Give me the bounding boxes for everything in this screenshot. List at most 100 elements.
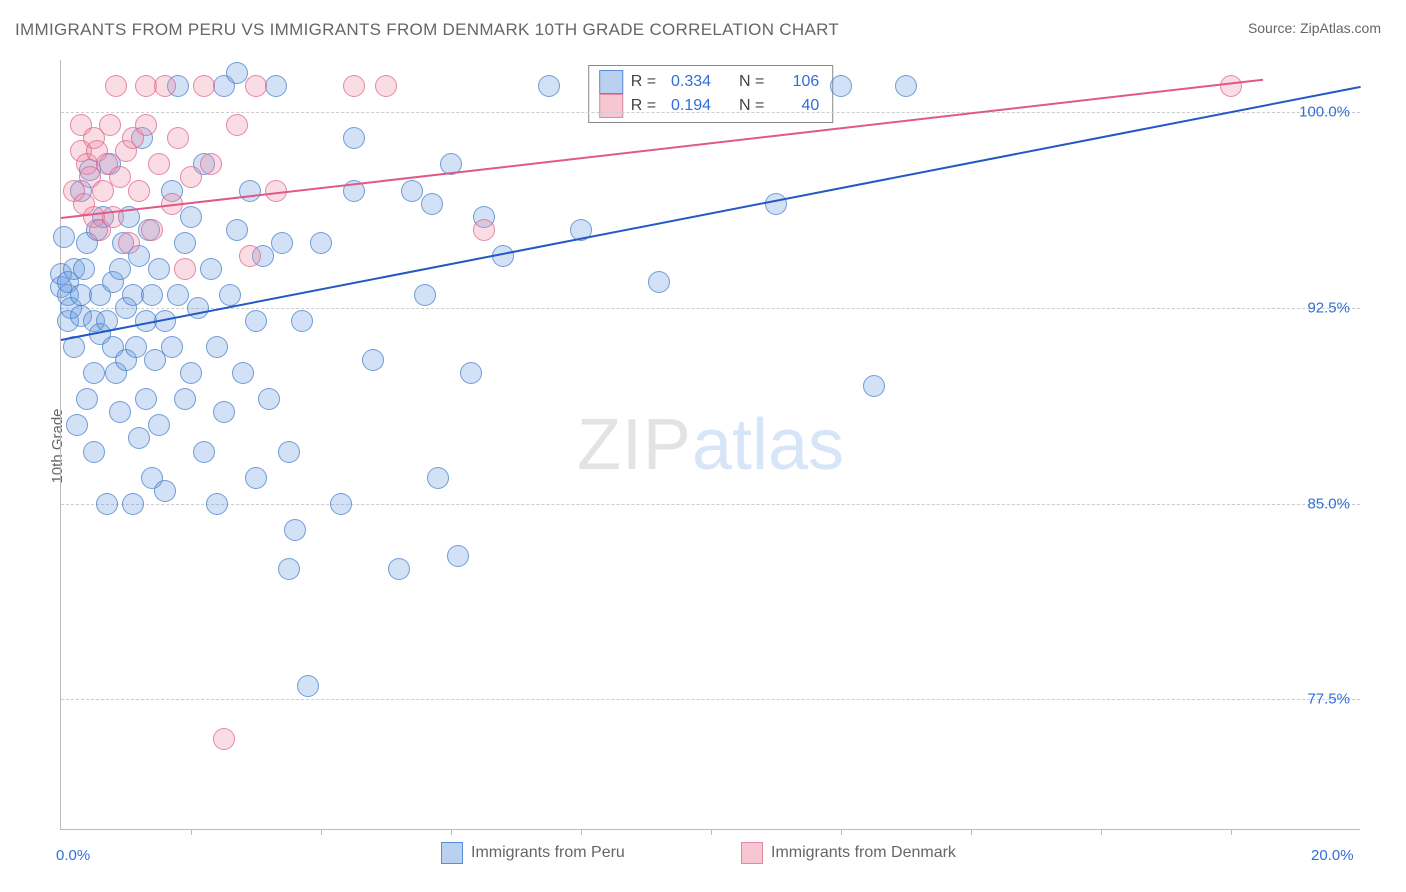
data-point-peru <box>421 193 443 215</box>
data-point-peru <box>271 232 293 254</box>
data-point-denmark <box>105 75 127 97</box>
data-point-peru <box>226 62 248 84</box>
trendline-peru <box>61 86 1361 341</box>
watermark: ZIPatlas <box>577 404 844 486</box>
x-tick-mark <box>711 829 712 835</box>
data-point-peru <box>278 558 300 580</box>
data-point-peru <box>73 258 95 280</box>
data-point-peru <box>284 519 306 541</box>
swatch-peru <box>599 70 623 94</box>
legend-swatch-denmark <box>741 842 763 864</box>
data-point-denmark <box>245 75 267 97</box>
data-point-peru <box>232 362 254 384</box>
data-point-peru <box>128 427 150 449</box>
data-point-peru <box>427 467 449 489</box>
data-point-denmark <box>174 258 196 280</box>
x-tick-mark <box>451 829 452 835</box>
data-point-peru <box>401 180 423 202</box>
data-point-peru <box>291 310 313 332</box>
data-point-peru <box>830 75 852 97</box>
data-point-peru <box>310 232 332 254</box>
data-point-peru <box>148 258 170 280</box>
data-point-denmark <box>135 114 157 136</box>
data-point-peru <box>206 336 228 358</box>
source-label: Source: ZipAtlas.com <box>1248 20 1381 36</box>
denmark-n-value: 40 <box>775 95 819 117</box>
stats-row-peru: R =0.334 N =106 <box>599 70 823 94</box>
legend-denmark: Immigrants from Denmark <box>741 842 956 864</box>
data-point-denmark <box>213 728 235 750</box>
scatter-plot-area: ZIPatlas R =0.334 N =106 R =0.194 N =40 … <box>60 60 1360 830</box>
y-tick-label: 85.0% <box>1307 495 1350 512</box>
data-point-peru <box>206 493 228 515</box>
x-tick-mark <box>841 829 842 835</box>
data-point-peru <box>66 414 88 436</box>
data-point-peru <box>53 226 75 248</box>
data-point-peru <box>180 362 202 384</box>
x-range-label: 0.0% <box>56 847 90 864</box>
legend-swatch-peru <box>441 842 463 864</box>
denmark-r-value: 0.194 <box>667 95 711 117</box>
chart-title: IMMIGRANTS FROM PERU VS IMMIGRANTS FROM … <box>15 20 839 40</box>
data-point-peru <box>174 232 196 254</box>
x-tick-mark <box>191 829 192 835</box>
data-point-peru <box>362 349 384 371</box>
data-point-peru <box>343 127 365 149</box>
legend-peru: Immigrants from Peru <box>441 842 625 864</box>
data-point-peru <box>297 675 319 697</box>
data-point-peru <box>83 362 105 384</box>
data-point-peru <box>180 206 202 228</box>
data-point-peru <box>76 388 98 410</box>
watermark-zip: ZIP <box>577 405 692 485</box>
y-tick-label: 92.5% <box>1307 299 1350 316</box>
data-point-peru <box>414 284 436 306</box>
x-range-label: 20.0% <box>1311 847 1354 864</box>
regression-stats-legend: R =0.334 N =106 R =0.194 N =40 <box>588 65 834 123</box>
data-point-peru <box>648 271 670 293</box>
data-point-denmark <box>193 75 215 97</box>
legend-label-peru: Immigrants from Peru <box>471 844 625 862</box>
data-point-peru <box>765 193 787 215</box>
data-point-denmark <box>102 206 124 228</box>
data-point-peru <box>141 284 163 306</box>
data-point-peru <box>245 467 267 489</box>
data-point-peru <box>109 401 131 423</box>
data-point-peru <box>895 75 917 97</box>
data-point-denmark <box>375 75 397 97</box>
y-tick-label: 100.0% <box>1299 104 1350 121</box>
data-point-denmark <box>141 219 163 241</box>
data-point-peru <box>213 401 235 423</box>
gridline <box>61 112 1360 113</box>
data-point-denmark <box>239 245 261 267</box>
data-point-peru <box>109 258 131 280</box>
data-point-peru <box>96 493 118 515</box>
x-tick-mark <box>971 829 972 835</box>
data-point-denmark <box>99 114 121 136</box>
data-point-peru <box>330 493 352 515</box>
x-tick-mark <box>581 829 582 835</box>
data-point-denmark <box>167 127 189 149</box>
data-point-peru <box>278 441 300 463</box>
data-point-peru <box>258 388 280 410</box>
data-point-peru <box>161 336 183 358</box>
data-point-peru <box>193 441 215 463</box>
data-point-peru <box>200 258 222 280</box>
legend-label-denmark: Immigrants from Denmark <box>771 844 956 862</box>
stats-row-denmark: R =0.194 N =40 <box>599 94 823 118</box>
peru-n-value: 106 <box>775 71 819 93</box>
data-point-peru <box>135 388 157 410</box>
data-point-denmark <box>109 166 131 188</box>
gridline <box>61 308 1360 309</box>
data-point-peru <box>863 375 885 397</box>
data-point-denmark <box>1220 75 1242 97</box>
gridline <box>61 504 1360 505</box>
data-point-peru <box>122 493 144 515</box>
data-point-denmark <box>180 166 202 188</box>
data-point-peru <box>167 284 189 306</box>
data-point-peru <box>226 219 248 241</box>
data-point-denmark <box>154 75 176 97</box>
watermark-atlas: atlas <box>692 405 844 485</box>
data-point-peru <box>83 441 105 463</box>
data-point-peru <box>154 480 176 502</box>
data-point-denmark <box>200 153 222 175</box>
